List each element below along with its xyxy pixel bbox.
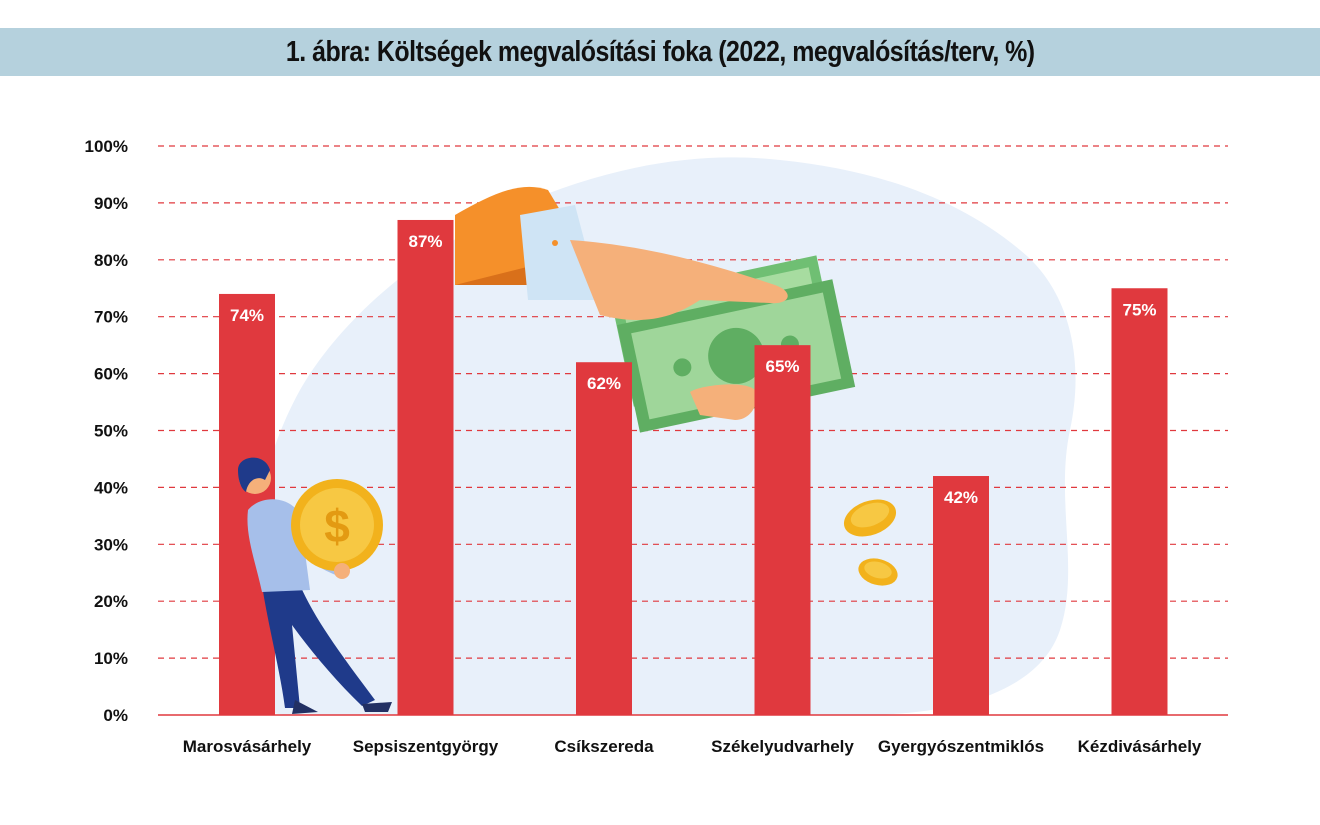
- data-label: 65%: [765, 357, 799, 376]
- svg-text:$: $: [324, 500, 350, 552]
- y-tick-label: 60%: [94, 365, 128, 384]
- category-label: Sepsiszentgyörgy: [353, 737, 499, 756]
- category-label: Kézdivásárhely: [1078, 737, 1202, 756]
- data-label: 75%: [1122, 300, 1156, 319]
- bar: [1111, 288, 1168, 715]
- category-label: Marosvásárhely: [183, 737, 312, 756]
- bar: [576, 362, 632, 715]
- data-label: 87%: [408, 232, 442, 251]
- data-label: 42%: [944, 488, 978, 507]
- category-label: Csíkszereda: [554, 737, 654, 756]
- title-bar: 1. ábra: Költségek megvalósítási foka (2…: [0, 28, 1320, 76]
- data-labels: 74% 87% 62% 65% 42% 75%: [230, 232, 1157, 507]
- y-tick-label: 10%: [94, 649, 128, 668]
- y-tick-label: 90%: [94, 194, 128, 213]
- x-axis-categories: Marosvásárhely Sepsiszentgyörgy Csíkszered…: [183, 737, 1202, 756]
- y-tick-label: 70%: [94, 308, 128, 327]
- y-tick-label: 40%: [94, 478, 128, 497]
- category-label: Gyergyószentmiklós: [878, 737, 1044, 756]
- y-tick-label: 20%: [94, 592, 128, 611]
- category-label: Székelyudvarhely: [711, 737, 854, 756]
- y-tick-label: 0%: [103, 706, 128, 725]
- bar: [397, 219, 454, 715]
- bar: [933, 476, 989, 715]
- y-tick-label: 50%: [94, 422, 128, 441]
- chart-title: 1. ábra: Költségek megvalósítási foka (2…: [285, 35, 1035, 68]
- falling-coins-illustration: [843, 499, 898, 586]
- data-label: 62%: [587, 374, 621, 393]
- bar: [754, 345, 811, 715]
- man-carrying-coin-illustration: $: [238, 457, 392, 714]
- y-axis-ticks: 0% 10% 20% 30% 40% 50% 60% 70% 80% 90% 100%: [85, 137, 128, 725]
- y-tick-label: 100%: [85, 137, 128, 156]
- y-tick-label: 80%: [94, 251, 128, 270]
- data-label: 74%: [230, 306, 264, 325]
- y-tick-label: 30%: [94, 535, 128, 554]
